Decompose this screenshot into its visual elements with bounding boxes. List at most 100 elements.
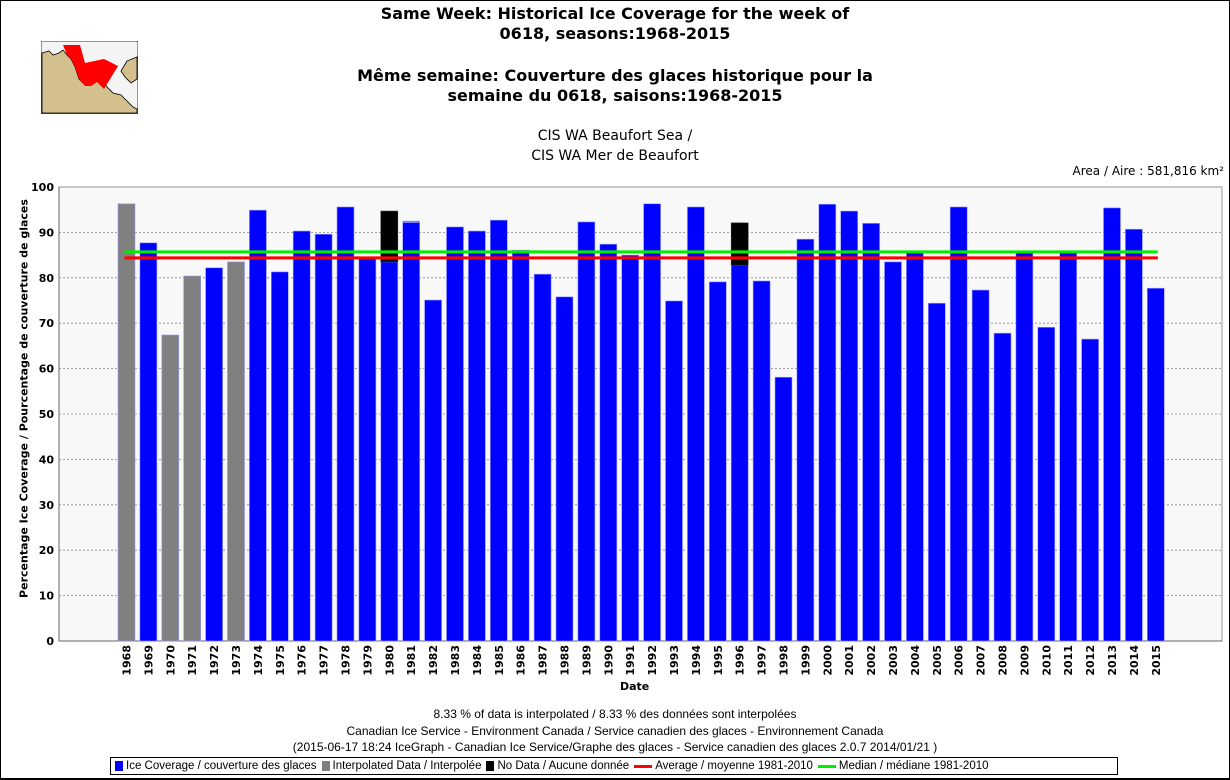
bar-ice-coverage: [577, 221, 596, 642]
bar-ice-coverage: [906, 251, 924, 642]
bar-ice-coverage: [489, 219, 508, 642]
title-fr-line2: semaine du 0618, saisons:1968-2015: [447, 86, 783, 105]
region-subtitle: CIS WA Beaufort Sea / CIS WA Mer de Beau…: [400, 126, 830, 166]
bar-no-data: [380, 210, 399, 263]
x-tick-label: 1992: [646, 645, 659, 676]
bar-ice-coverage: [730, 264, 749, 642]
x-tick-label: 1978: [340, 645, 353, 676]
bar-ice-coverage: [1015, 251, 1034, 642]
bar-ice-coverage: [1037, 326, 1056, 642]
bar-ice-coverage: [139, 242, 158, 642]
bar-ice-coverage: [643, 203, 661, 642]
x-tick-label: 2015: [1150, 645, 1163, 676]
bar-ice-coverage: [774, 376, 793, 642]
bar-interpolated: [227, 261, 245, 642]
chart-title-en: Same Week: Historical Ice Coverage for t…: [300, 4, 930, 44]
bar-ice-coverage: [818, 203, 837, 642]
x-tick-label: 1997: [756, 645, 769, 676]
x-tick-label: 2001: [843, 645, 856, 676]
y-tick-label: 0: [46, 635, 54, 648]
legend-label: Average / moyenne 1981-2010: [655, 760, 813, 772]
x-tick-label: 1977: [318, 645, 331, 676]
x-tick-label: 1984: [471, 645, 484, 676]
bar-ice-coverage: [249, 209, 267, 642]
x-tick-label: 2011: [1062, 645, 1075, 676]
bars: [117, 203, 1165, 642]
bar-ice-coverage: [1125, 228, 1143, 642]
x-tick-label: 1970: [164, 645, 177, 676]
bar-ice-coverage: [533, 273, 552, 642]
x-axis-label: Date: [620, 680, 650, 693]
x-tick-label: 1994: [690, 645, 703, 676]
bar-interpolated: [161, 334, 180, 642]
region-line1: CIS WA Beaufort Sea /: [537, 128, 693, 144]
legend-item-average: Average / moyenne 1981-2010: [634, 760, 813, 772]
x-tick-label: 1975: [274, 645, 287, 676]
x-tick-label: 1996: [734, 645, 747, 676]
version-note: (2015-06-17 18:24 IceGraph - Canadian Ic…: [292, 740, 938, 754]
bar-ice-coverage: [555, 296, 574, 642]
x-tick-label: 2003: [887, 645, 900, 676]
x-tick-label: 1983: [449, 645, 462, 676]
bar-ice-coverage: [752, 280, 771, 642]
x-tick-label: 1998: [778, 645, 791, 676]
x-tick-label: 1981: [405, 645, 418, 676]
bar-ice-coverage: [402, 222, 421, 642]
x-tick-label: 1979: [361, 645, 374, 676]
y-tick-label: 20: [39, 544, 55, 557]
bar-ice-coverage: [927, 302, 946, 642]
bar-ice-coverage: [621, 254, 640, 642]
x-tick-label: 1972: [208, 645, 221, 676]
bar-interpolated: [183, 275, 201, 642]
x-tick-label: 2005: [931, 645, 944, 676]
bar-ice-coverage: [971, 289, 990, 642]
bar-ice-coverage: [270, 271, 289, 642]
x-tick-label: 1987: [537, 645, 550, 676]
bar-interpolated: [402, 220, 421, 223]
bar-ice-coverage: [1081, 338, 1099, 642]
legend-swatch-ice: [115, 761, 123, 771]
bar-ice-coverage: [424, 299, 442, 642]
x-tick-label: 1999: [799, 645, 812, 676]
bar-ice-coverage: [1103, 207, 1121, 642]
x-tick-label: 1988: [559, 645, 572, 676]
bar-ice-coverage: [205, 267, 223, 642]
legend-swatch-nodata: [486, 761, 495, 771]
x-tick-label: 1974: [252, 645, 265, 676]
bar-ice-coverage: [358, 257, 377, 642]
bar-ice-coverage: [665, 300, 683, 642]
legend: Ice Coverage / couverture des glaces Int…: [110, 757, 1118, 775]
legend-swatch-median: [817, 764, 836, 768]
bar-ice-coverage: [314, 233, 333, 642]
y-tick-label: 60: [39, 363, 55, 376]
bar-ice-coverage: [468, 230, 486, 642]
x-tick-label: 2013: [1106, 645, 1119, 676]
bar-ice-coverage: [993, 332, 1012, 642]
bar-ice-coverage: [380, 261, 399, 642]
interpolated-note: 8.33 % of data is interpolated / 8.33 % …: [433, 707, 797, 721]
x-tick-label: 1982: [427, 645, 440, 676]
y-tick-label: 100: [31, 181, 54, 194]
x-tick-label: 2012: [1084, 645, 1097, 676]
y-tick-label: 10: [39, 590, 55, 603]
x-tick-label: 1993: [668, 645, 681, 676]
legend-label: Interpolated Data / Interpolée: [332, 760, 482, 772]
x-tick-label: 2009: [1018, 645, 1031, 676]
bar-ice-coverage: [884, 261, 902, 642]
x-tick-label: 2010: [1040, 645, 1053, 676]
chart-title-fr: Même semaine: Couverture des glaces hist…: [300, 66, 930, 106]
x-tick-label: 1973: [230, 645, 243, 676]
x-tick-label: 1985: [493, 645, 506, 676]
map-island: [120, 56, 138, 84]
bar-ice-coverage: [687, 206, 705, 642]
bar-ice-coverage: [949, 206, 968, 642]
x-tick-label: 2000: [821, 645, 834, 676]
x-tick-label: 2002: [865, 645, 878, 676]
y-tick-label: 90: [39, 226, 55, 239]
bar-ice-coverage: [708, 281, 727, 642]
x-tick-label: 1980: [383, 645, 396, 676]
x-tick-label: 1986: [515, 645, 528, 676]
bar-ice-coverage: [1147, 287, 1165, 642]
y-tick-label: 40: [39, 453, 55, 466]
